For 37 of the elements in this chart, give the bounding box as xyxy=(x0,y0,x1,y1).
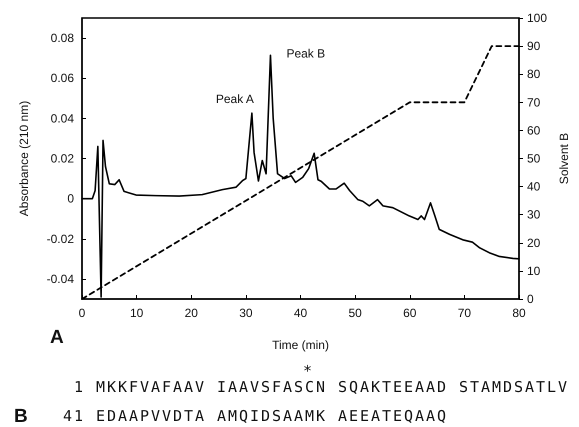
annotation: Peak B xyxy=(286,46,326,60)
x-tick-label: 50 xyxy=(348,306,362,320)
y2-tick-label: 10 xyxy=(527,264,541,278)
y2-tick-label: 50 xyxy=(527,152,541,166)
x-tick-label: 30 xyxy=(239,306,253,320)
text: * xyxy=(303,362,314,380)
annotation: Peak A xyxy=(216,92,254,106)
y2-tick-label: 40 xyxy=(527,180,541,194)
x-tick-label: 20 xyxy=(184,306,198,320)
y2-tick-label: 60 xyxy=(527,123,541,138)
y-tick-label: 0.08 xyxy=(50,31,74,46)
y2-tick-label: 80 xyxy=(527,67,541,82)
y2-tick-label: 20 xyxy=(527,236,541,250)
text: B xyxy=(14,406,28,427)
y-tick-label: -0.04 xyxy=(46,272,74,286)
text: 41 EDAAPVVDTA AMQIDSAAMK AEEATEQAAQ xyxy=(63,407,448,425)
x-tick-label: 0 xyxy=(78,306,86,320)
y-axis-title: Absorbance (210 nm) xyxy=(17,100,31,216)
y2-tick-label: 70 xyxy=(527,95,541,110)
y-tick-label: 0.04 xyxy=(50,111,74,126)
text: A xyxy=(50,327,64,349)
x-tick-label: 80 xyxy=(512,306,526,320)
y2-tick-label: 90 xyxy=(527,39,541,54)
x-tick-label: 40 xyxy=(294,306,308,320)
x-tick-label: 70 xyxy=(458,306,472,320)
y2-axis-title: Solvent B xyxy=(556,132,571,184)
x-axis-title: Time (min) xyxy=(272,338,329,352)
y-tick-label: 0.02 xyxy=(50,152,74,166)
x-tick-label: 10 xyxy=(130,306,144,320)
y-tick-label: 0.06 xyxy=(50,71,74,86)
y-tick-label: -0.02 xyxy=(46,232,74,246)
text: 1 MKKFVAFAAV IAAVSFASCN SQAKTEEAAD STAMDSATLV xyxy=(74,378,570,396)
y2-tick-label: 0 xyxy=(527,292,534,306)
x-tick-label: 60 xyxy=(403,306,417,320)
y2-tick-label: 30 xyxy=(527,208,541,222)
y2-tick-label: 100 xyxy=(527,11,548,25)
y-tick-label: 0 xyxy=(67,192,74,206)
